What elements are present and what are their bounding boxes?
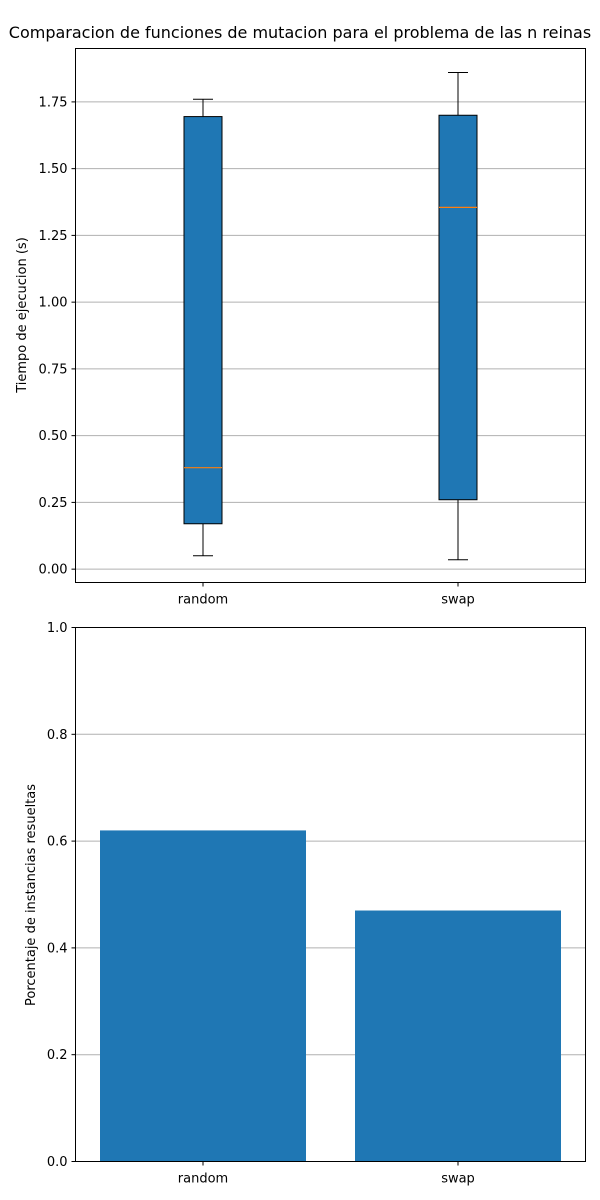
x-tick-label: swap <box>441 593 475 608</box>
y-tick-label: 0.0 <box>47 1155 68 1170</box>
x-tick-label: random <box>178 1172 228 1187</box>
bar-swap <box>355 910 561 1162</box>
y-tick-label: 1.25 <box>39 229 68 244</box>
bar-chart-panel: 0.0 0.2 0.4 0.6 0.8 1.0 random swap Porcentaje… <box>24 621 586 1187</box>
box-random <box>183 98 223 557</box>
y-tick-label: 0.6 <box>47 835 68 850</box>
y-tick-label: 0.2 <box>47 1048 68 1063</box>
y-tick-label: 1.00 <box>39 296 68 311</box>
y-tick-label: 1.75 <box>39 95 68 110</box>
x-tick-label: random <box>178 593 228 608</box>
box-plot-frame <box>75 48 586 583</box>
box-body <box>438 114 478 501</box>
box-plot-marks <box>183 72 478 561</box>
box-plot-x-ticks: random swap <box>178 582 475 608</box>
y-tick-label: 0.00 <box>39 563 68 578</box>
figure-title: Comparacion de funciones de mutacion par… <box>9 23 591 42</box>
box-plot-panel: 0.00 0.25 0.50 0.75 1.00 1.25 1.50 1.75 random s… <box>15 48 586 608</box>
bar-chart-y-axis-title: Porcentaje de instancias resueltas <box>24 784 39 1006</box>
y-tick-label: 0.25 <box>39 496 68 511</box>
box-plot-y-ticks: 0.00 0.25 0.50 0.75 1.00 1.25 1.50 1.75 <box>39 95 76 578</box>
y-tick-label: 1.50 <box>39 162 68 177</box>
box-plot-gridlines <box>75 101 586 570</box>
bar-chart-y-ticks: 0.0 0.2 0.4 0.6 0.8 1.0 <box>47 621 76 1170</box>
bar-random <box>100 830 306 1162</box>
box-swap <box>438 72 478 561</box>
bar-chart-marks <box>100 830 561 1162</box>
y-tick-label: 0.50 <box>39 429 68 444</box>
y-tick-label: 1.0 <box>47 621 68 636</box>
box-plot-y-axis-title: Tiempo de ejecucion (s) <box>15 237 30 394</box>
x-tick-label: swap <box>441 1172 475 1187</box>
y-tick-label: 0.75 <box>39 362 68 377</box>
bar-chart-frame <box>75 627 586 1162</box>
y-tick-label: 0.8 <box>47 728 68 743</box>
box-body <box>183 116 223 525</box>
y-tick-label: 0.4 <box>47 941 68 956</box>
bar-chart-x-ticks: random swap <box>178 1161 475 1187</box>
